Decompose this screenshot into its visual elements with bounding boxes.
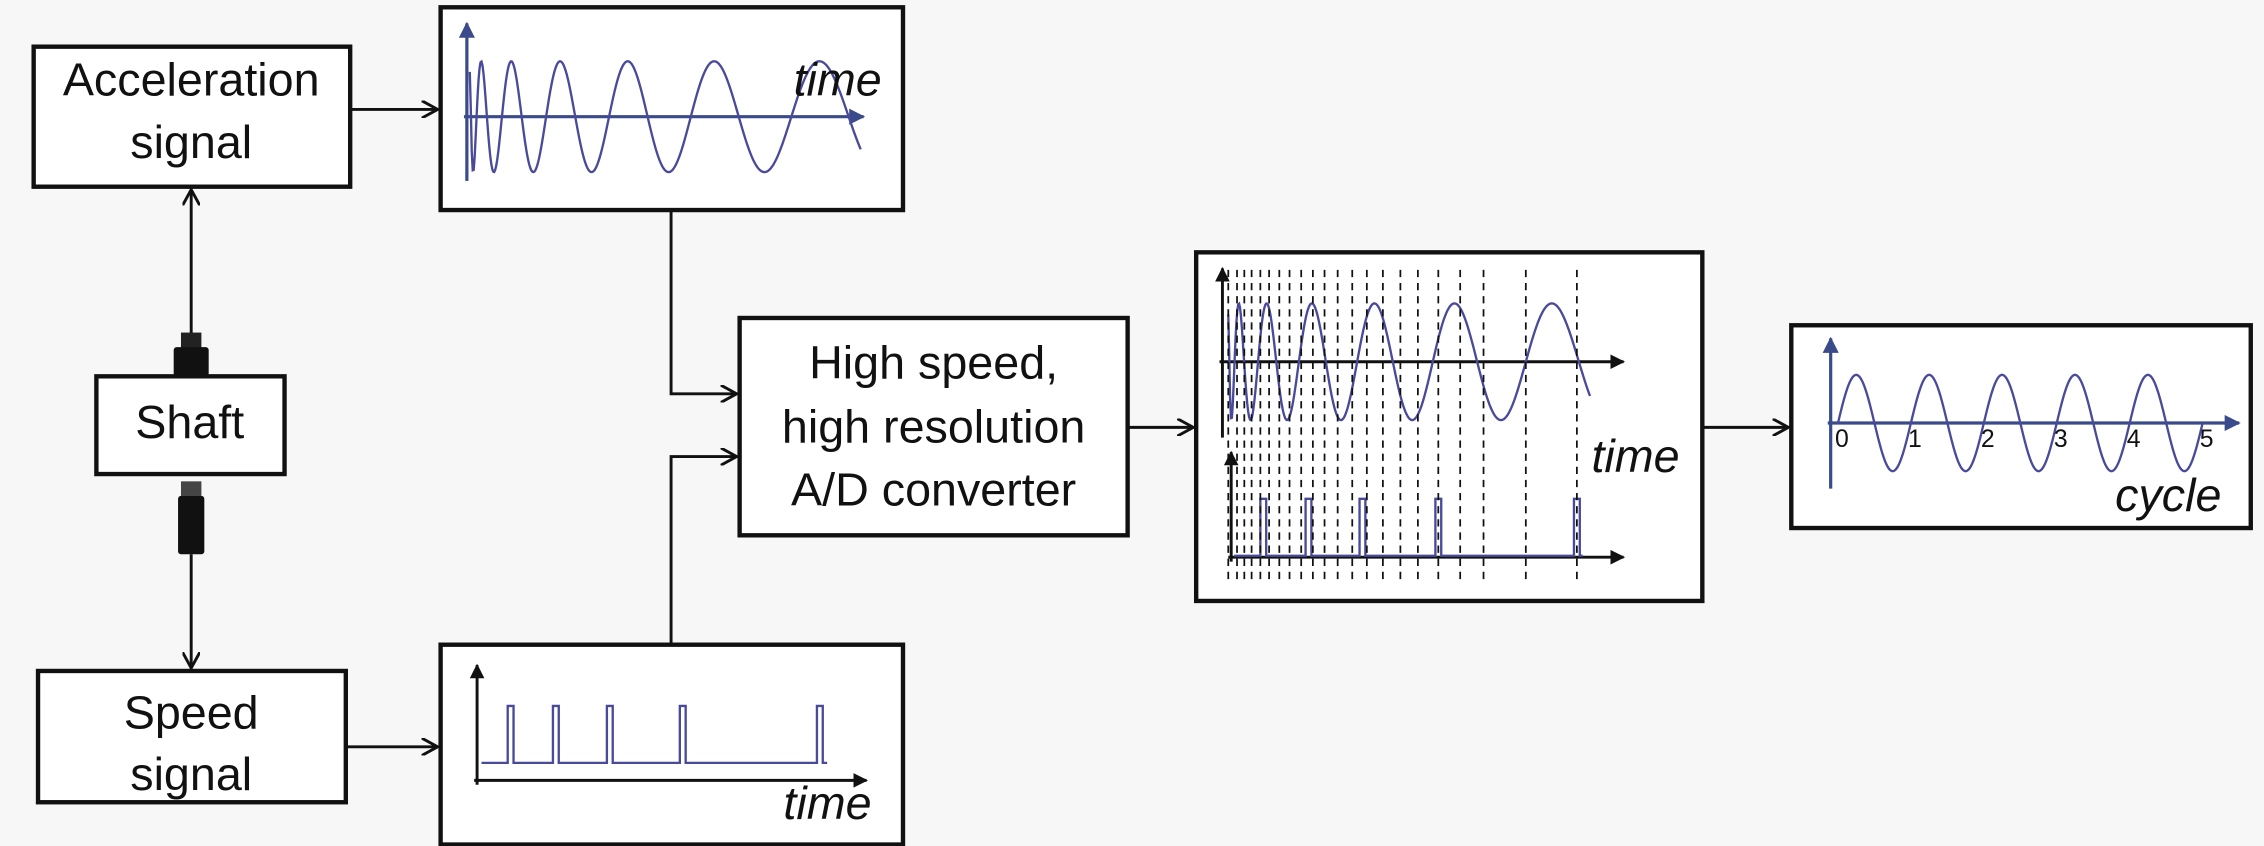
node-label: High speed, <box>809 336 1058 388</box>
node-label: A/D converter <box>791 463 1076 515</box>
node-label: signal <box>130 116 252 168</box>
sensor <box>180 332 202 351</box>
node-box <box>35 668 348 805</box>
sensors <box>173 332 209 555</box>
axis-label: time <box>1591 430 1679 482</box>
node-label: Speed <box>124 687 259 739</box>
node-label: Acceleration <box>63 53 320 105</box>
axis-label: time <box>783 777 871 829</box>
sensor <box>180 481 202 496</box>
arrow <box>669 210 737 394</box>
waveforms <box>468 59 2204 765</box>
node-box <box>737 315 1130 538</box>
plot-box <box>438 642 906 846</box>
tick-label: 0 <box>1835 426 1849 453</box>
axis-label: cycle <box>2115 469 2221 521</box>
tick-label: 2 <box>1981 426 1995 453</box>
sensor <box>178 495 205 555</box>
tick-label: 5 <box>2200 426 2214 453</box>
tick-label: 1 <box>1908 426 1922 453</box>
tick-label: 3 <box>2054 426 2068 453</box>
connectors <box>191 109 1788 746</box>
arrow <box>669 457 737 645</box>
node-box <box>31 44 353 189</box>
waveform <box>1836 373 2204 473</box>
waveform <box>1227 301 1592 422</box>
node-label: high resolution <box>782 401 1085 453</box>
node-box <box>94 374 287 477</box>
pulse-train <box>481 704 828 765</box>
tick-labels: 0 1 2 3 4 5 <box>1835 426 2213 453</box>
waveform <box>468 59 862 174</box>
plot-box <box>438 5 906 213</box>
node-label: signal <box>130 748 252 800</box>
axis-label: time <box>794 53 882 105</box>
tick-label: 4 <box>2127 426 2141 453</box>
sensor <box>173 347 209 377</box>
pulse-train <box>1234 497 1583 557</box>
node-label: Shaft <box>135 396 244 448</box>
plot-box <box>1193 250 1705 604</box>
